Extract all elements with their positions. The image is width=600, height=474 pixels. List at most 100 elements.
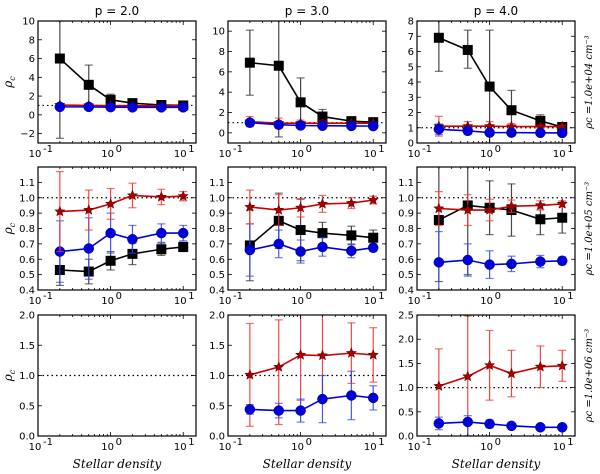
marker-square [178, 241, 189, 252]
x-tick-exponent: 1 [378, 291, 384, 302]
marker-square [346, 230, 357, 241]
x-tick-label: 10 [219, 296, 232, 307]
x-tick-exponent: 0 [495, 437, 501, 448]
marker-star [534, 361, 546, 372]
y-tick-label: 0.8 [398, 224, 414, 235]
x-axis-label: Stellar density [263, 457, 352, 471]
y-tick-label: 0.6 [209, 255, 225, 266]
y-tick-label: 4 [408, 78, 414, 89]
x-tick-exponent: 1 [378, 144, 384, 155]
marker-star [177, 190, 189, 201]
marker-circle [156, 102, 167, 113]
y-tick-label: 0.9 [19, 209, 35, 220]
y-tick-label: 1.0 [398, 383, 414, 394]
y-tick-label: 5 [408, 62, 414, 73]
y-tick-label: 0.5 [209, 401, 225, 412]
axes-frame [37, 20, 197, 144]
marker-circle [244, 404, 256, 415]
marker-star [316, 349, 328, 361]
x-tick-exponent: 0 [306, 291, 312, 302]
marker-square [484, 81, 495, 92]
marker-circle [244, 244, 256, 256]
x-tick-exponent: 0 [306, 144, 312, 155]
y-tick-label: 0.4 [19, 286, 35, 297]
series-blue [244, 223, 379, 277]
series-red [244, 189, 379, 227]
x-tick-exponent: 0 [495, 291, 501, 302]
y-tick-label: 0 [219, 128, 225, 139]
marker-circle [462, 125, 474, 137]
marker-circle [273, 119, 285, 130]
marker-circle [367, 120, 379, 132]
y-axis-label-subscript: c [8, 222, 17, 227]
marker-star [345, 347, 357, 358]
marker-circle [556, 422, 568, 433]
marker-circle [506, 258, 517, 270]
marker-circle [83, 101, 95, 113]
plot-content [228, 21, 386, 138]
panel-r1-c1: 0.40.50.60.70.80.91.01.110 -1 10 0 10 1 [209, 166, 387, 307]
y-tick-label: 7 [408, 32, 414, 43]
marker-circle [433, 418, 445, 429]
x-tick-label: 10 [480, 149, 493, 160]
y-tick-label: 2.5 [398, 311, 414, 322]
x-tick-label: 10 [408, 149, 421, 160]
x-tick-label: 10 [101, 296, 114, 307]
y-axis-label-subscript: c [8, 369, 17, 374]
y-tick-label: 1.5 [19, 341, 35, 352]
y-tick-label: 0.5 [19, 401, 35, 412]
y-tick-label: 4 [29, 73, 35, 84]
marker-circle [367, 242, 379, 253]
marker-star [244, 201, 256, 212]
series-blue [433, 123, 568, 139]
x-tick-exponent: 1 [567, 291, 573, 302]
y-tick-label: 0.0 [398, 432, 414, 443]
y-tick-label: 2 [219, 108, 225, 119]
x-tick-label: 10 [408, 296, 421, 307]
y-tick-label: −2 [20, 129, 35, 140]
series-blue [244, 370, 379, 424]
marker-square [295, 97, 306, 108]
marker-circle [317, 241, 328, 253]
y-tick-label: 0.6 [19, 255, 35, 266]
marker-square [368, 232, 379, 243]
x-tick-exponent: -1 [43, 437, 53, 448]
axes-frame [416, 314, 576, 437]
marker-star [273, 204, 285, 215]
x-tick-exponent: 1 [567, 437, 573, 448]
y-tick-label: 0.8 [209, 224, 225, 235]
y-tick-label: 0.9 [209, 209, 225, 220]
marker-circle [484, 418, 495, 430]
marker-square [535, 214, 546, 225]
plot-content [228, 189, 386, 282]
marker-star [83, 204, 95, 215]
plot-content [228, 315, 386, 427]
marker-square [127, 248, 138, 259]
panel-r1-c2: 0.40.50.60.70.80.91.01.110 -1 10 0 10 1ρc =1.… [398, 166, 595, 307]
y-tick-label: 1.0 [19, 371, 35, 382]
marker-circle [244, 117, 256, 128]
plot-area [228, 167, 386, 290]
x-tick-exponent: 0 [116, 437, 122, 448]
marker-circle [346, 390, 357, 401]
plot-content [38, 21, 196, 139]
marker-circle [317, 393, 328, 405]
series-blue [433, 415, 568, 436]
marker-star [433, 380, 445, 391]
marker-star [462, 370, 474, 382]
x-axis-label: Stellar density [452, 457, 541, 471]
row-density-label: ρc =1.0e+04 cm⁻³ [584, 35, 595, 130]
series-blue [54, 101, 189, 113]
y-tick-label: 0.0 [19, 432, 35, 443]
plot-area [417, 167, 575, 290]
plot-area [38, 21, 196, 143]
marker-square [83, 79, 94, 90]
marker-circle [127, 234, 138, 245]
marker-circle [105, 227, 116, 239]
y-tick-label: 1.1 [19, 178, 35, 189]
x-tick-label: 10 [553, 442, 566, 453]
x-tick-label: 10 [219, 149, 232, 160]
x-tick-label: 10 [291, 442, 304, 453]
